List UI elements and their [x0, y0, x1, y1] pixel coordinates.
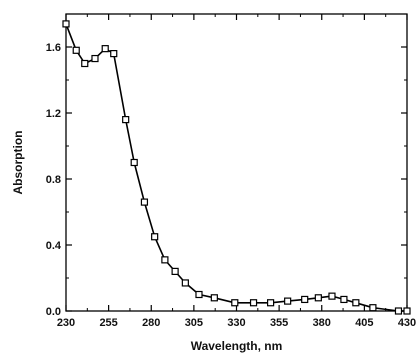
- data-point: [161, 256, 169, 264]
- data-point: [122, 115, 130, 124]
- y-axis-title: Absorption: [11, 131, 25, 195]
- x-tick-label: 280: [142, 317, 160, 329]
- data-point: [249, 299, 258, 307]
- data-point: [91, 54, 99, 63]
- y-tick-label: 0.8: [46, 174, 61, 186]
- data-point: [195, 290, 203, 299]
- data-point: [110, 49, 118, 58]
- data-point: [140, 198, 149, 206]
- data-point: [101, 45, 109, 53]
- data-point: [284, 297, 292, 305]
- series-line: [65, 23, 407, 312]
- data-point: [340, 295, 348, 304]
- data-point: [394, 307, 403, 315]
- y-tick-label: 0.0: [46, 306, 61, 318]
- data-point: [328, 292, 336, 300]
- plot-frame: [65, 13, 408, 312]
- data-point: [72, 46, 80, 54]
- x-tick-label: 380: [313, 317, 331, 329]
- x-tick-label: 355: [270, 317, 288, 329]
- data-point: [62, 20, 70, 28]
- x-tick-label: 305: [185, 317, 203, 329]
- data-point: [403, 307, 411, 315]
- data-point: [301, 295, 309, 304]
- data-point: [130, 158, 138, 167]
- data-point: [181, 279, 189, 287]
- x-tick-label: 430: [398, 317, 416, 329]
- data-point: [151, 233, 159, 241]
- x-tick-label: 230: [57, 317, 75, 329]
- data-point: [81, 59, 89, 68]
- axes-layer: [65, 13, 408, 312]
- data-point: [210, 294, 218, 302]
- data-point: [231, 299, 239, 307]
- x-axis-title: Wavelength, nm: [191, 339, 283, 353]
- y-tick-label: 1.6: [46, 42, 61, 54]
- y-tick-label: 0.4: [46, 240, 62, 252]
- data-point: [352, 299, 360, 307]
- data-point: [171, 267, 179, 275]
- y-tick-label: 1.2: [46, 108, 61, 120]
- data-point: [314, 294, 322, 302]
- series-layer: [62, 20, 411, 315]
- data-point: [267, 299, 275, 307]
- labels-layer: 230 255 280 305 330 355 380 405 430 0.0 0.4 0.8 1.2 1…: [46, 42, 416, 329]
- x-tick-label: 405: [355, 317, 373, 329]
- x-tick-label: 330: [227, 317, 245, 329]
- x-tick-label: 255: [99, 317, 117, 329]
- data-point: [369, 304, 377, 312]
